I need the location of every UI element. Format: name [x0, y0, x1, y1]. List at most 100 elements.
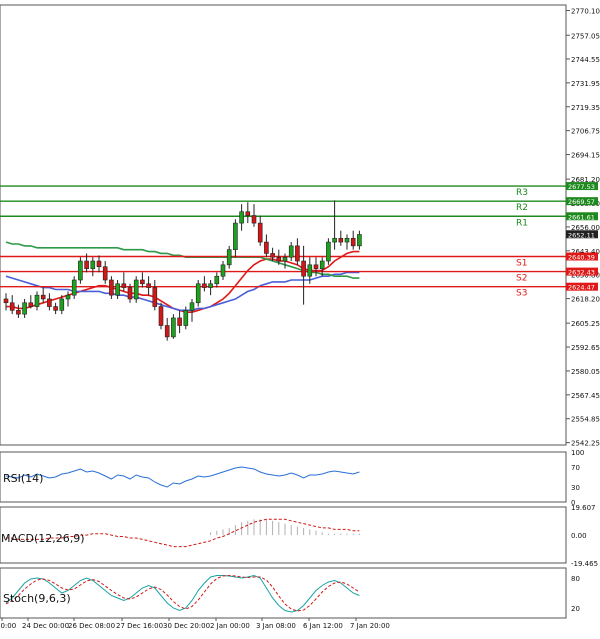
time-tick-label: 20:00 [0, 622, 16, 630]
pivot-price-tag [566, 212, 598, 221]
pivot-price-tag [566, 197, 598, 206]
macd-tick-label: 0.00 [571, 532, 587, 540]
candle-body [121, 283, 127, 288]
candle-body [270, 253, 275, 258]
pivot-price-label: 2669.57 [568, 198, 595, 206]
candle-body [127, 287, 133, 300]
candle-body [264, 241, 269, 254]
pivot-level-name: R3 [516, 188, 528, 198]
price-tick-label: 2681.20 [571, 176, 600, 184]
stoch-label: Stoch(9,6,3) [3, 592, 71, 605]
candle-body [47, 298, 52, 307]
candle-body [239, 211, 244, 224]
price-tick-label: 2567.45 [571, 392, 600, 400]
candle-body [208, 283, 213, 288]
price-tick-label: 2605.25 [571, 320, 600, 328]
candle-body [65, 294, 71, 300]
candle-body [226, 249, 232, 266]
candle-body [307, 264, 313, 277]
price-tick-label: 2554.85 [571, 416, 600, 424]
candle-body [251, 215, 257, 224]
rsi-tick-label: 70 [571, 464, 580, 472]
price-tick-label: 2643.40 [571, 248, 600, 256]
stoch-panel-frame [0, 567, 567, 619]
candle-body [84, 260, 89, 269]
candle-body [22, 302, 27, 315]
candle-body [344, 237, 350, 243]
candle-body [71, 279, 77, 296]
last-price-tag [566, 230, 598, 239]
price-tick-label: 2618.20 [571, 296, 600, 304]
price-panel-frame [0, 4, 567, 446]
price-tick-label: 2542.25 [571, 440, 600, 448]
time-tick-label: 26 Dec 08:00 [68, 622, 115, 630]
price-tick-label: 2694.15 [571, 152, 600, 160]
pivot-price-label: 2661.61 [568, 213, 595, 221]
pivot-level-name: R1 [516, 218, 528, 228]
candle-body [40, 294, 46, 300]
candle-body [53, 306, 58, 311]
macd-label: MACD(12,26,9) [1, 532, 85, 545]
moving-average-line [5, 241, 360, 279]
candle-body [133, 279, 139, 300]
candle-body [164, 325, 170, 338]
candle-body [332, 237, 337, 243]
candle-body [257, 222, 263, 243]
time-tick-label: 24 Dec 00:00 [22, 622, 69, 630]
pivot-price-label: 2640.39 [568, 254, 595, 262]
price-tick-label: 2757.05 [571, 32, 600, 40]
macd-panel-frame [0, 506, 567, 564]
candle-body [220, 264, 226, 277]
candle-body [195, 283, 201, 304]
last-price-label: 2652.11 [568, 231, 595, 239]
moving-average-line [6, 250, 360, 313]
candle-body [326, 241, 331, 262]
price-tick-label: 2630.80 [571, 272, 600, 280]
macd-tick-label: 19.607 [571, 504, 596, 512]
candle-body [301, 260, 306, 277]
price-tick-label: 2656.00 [571, 224, 600, 232]
candle-body [109, 279, 114, 296]
candle-body [34, 294, 40, 307]
time-tick-label: 3 Jan 08:00 [256, 622, 296, 630]
candle-body [313, 264, 319, 269]
pivot-price-tag [566, 252, 598, 261]
time-tick-label: 2 Jan 00:00 [210, 622, 250, 630]
pivot-price-label: 2624.47 [568, 284, 595, 292]
candle-body [59, 298, 65, 311]
candle-body [338, 237, 344, 243]
price-tick-label: 2719.35 [571, 104, 600, 112]
candle-body [288, 245, 294, 258]
price-tick-label: 2592.65 [571, 344, 600, 352]
candle-body [202, 283, 207, 288]
price-tick-label: 2706.75 [571, 128, 600, 136]
candle-body [350, 237, 356, 247]
candle-body [214, 275, 220, 285]
time-tick-label: 6 Jan 12:00 [303, 622, 343, 630]
time-tick-label: 30 Dec 20:00 [163, 622, 210, 630]
candle-body [3, 298, 9, 304]
pivot-level-name: S2 [516, 274, 527, 284]
candle-body [146, 283, 151, 288]
candle-body [140, 279, 145, 285]
candle-body [9, 302, 15, 311]
rsi-tick-label: 30 [571, 484, 580, 492]
candle-body [96, 260, 102, 268]
candle-body [245, 211, 251, 216]
stoch-tick-label: 20 [571, 605, 580, 613]
candle-body [295, 245, 300, 262]
pivot-price-tag [566, 267, 598, 276]
price-tick-label: 2770.10 [571, 8, 600, 16]
candle-body [319, 260, 325, 269]
candle-body [171, 317, 176, 338]
price-tick-label: 2580.05 [571, 368, 600, 376]
pivot-price-label: 2632.43 [568, 269, 595, 277]
price-tick-label: 2731.95 [571, 80, 600, 88]
pivot-price-tag [566, 182, 598, 191]
stoch-k-line [5, 574, 360, 613]
pivot-price-label: 2677.53 [568, 183, 595, 191]
candle-body [90, 260, 96, 269]
stoch-d-line [5, 574, 360, 612]
